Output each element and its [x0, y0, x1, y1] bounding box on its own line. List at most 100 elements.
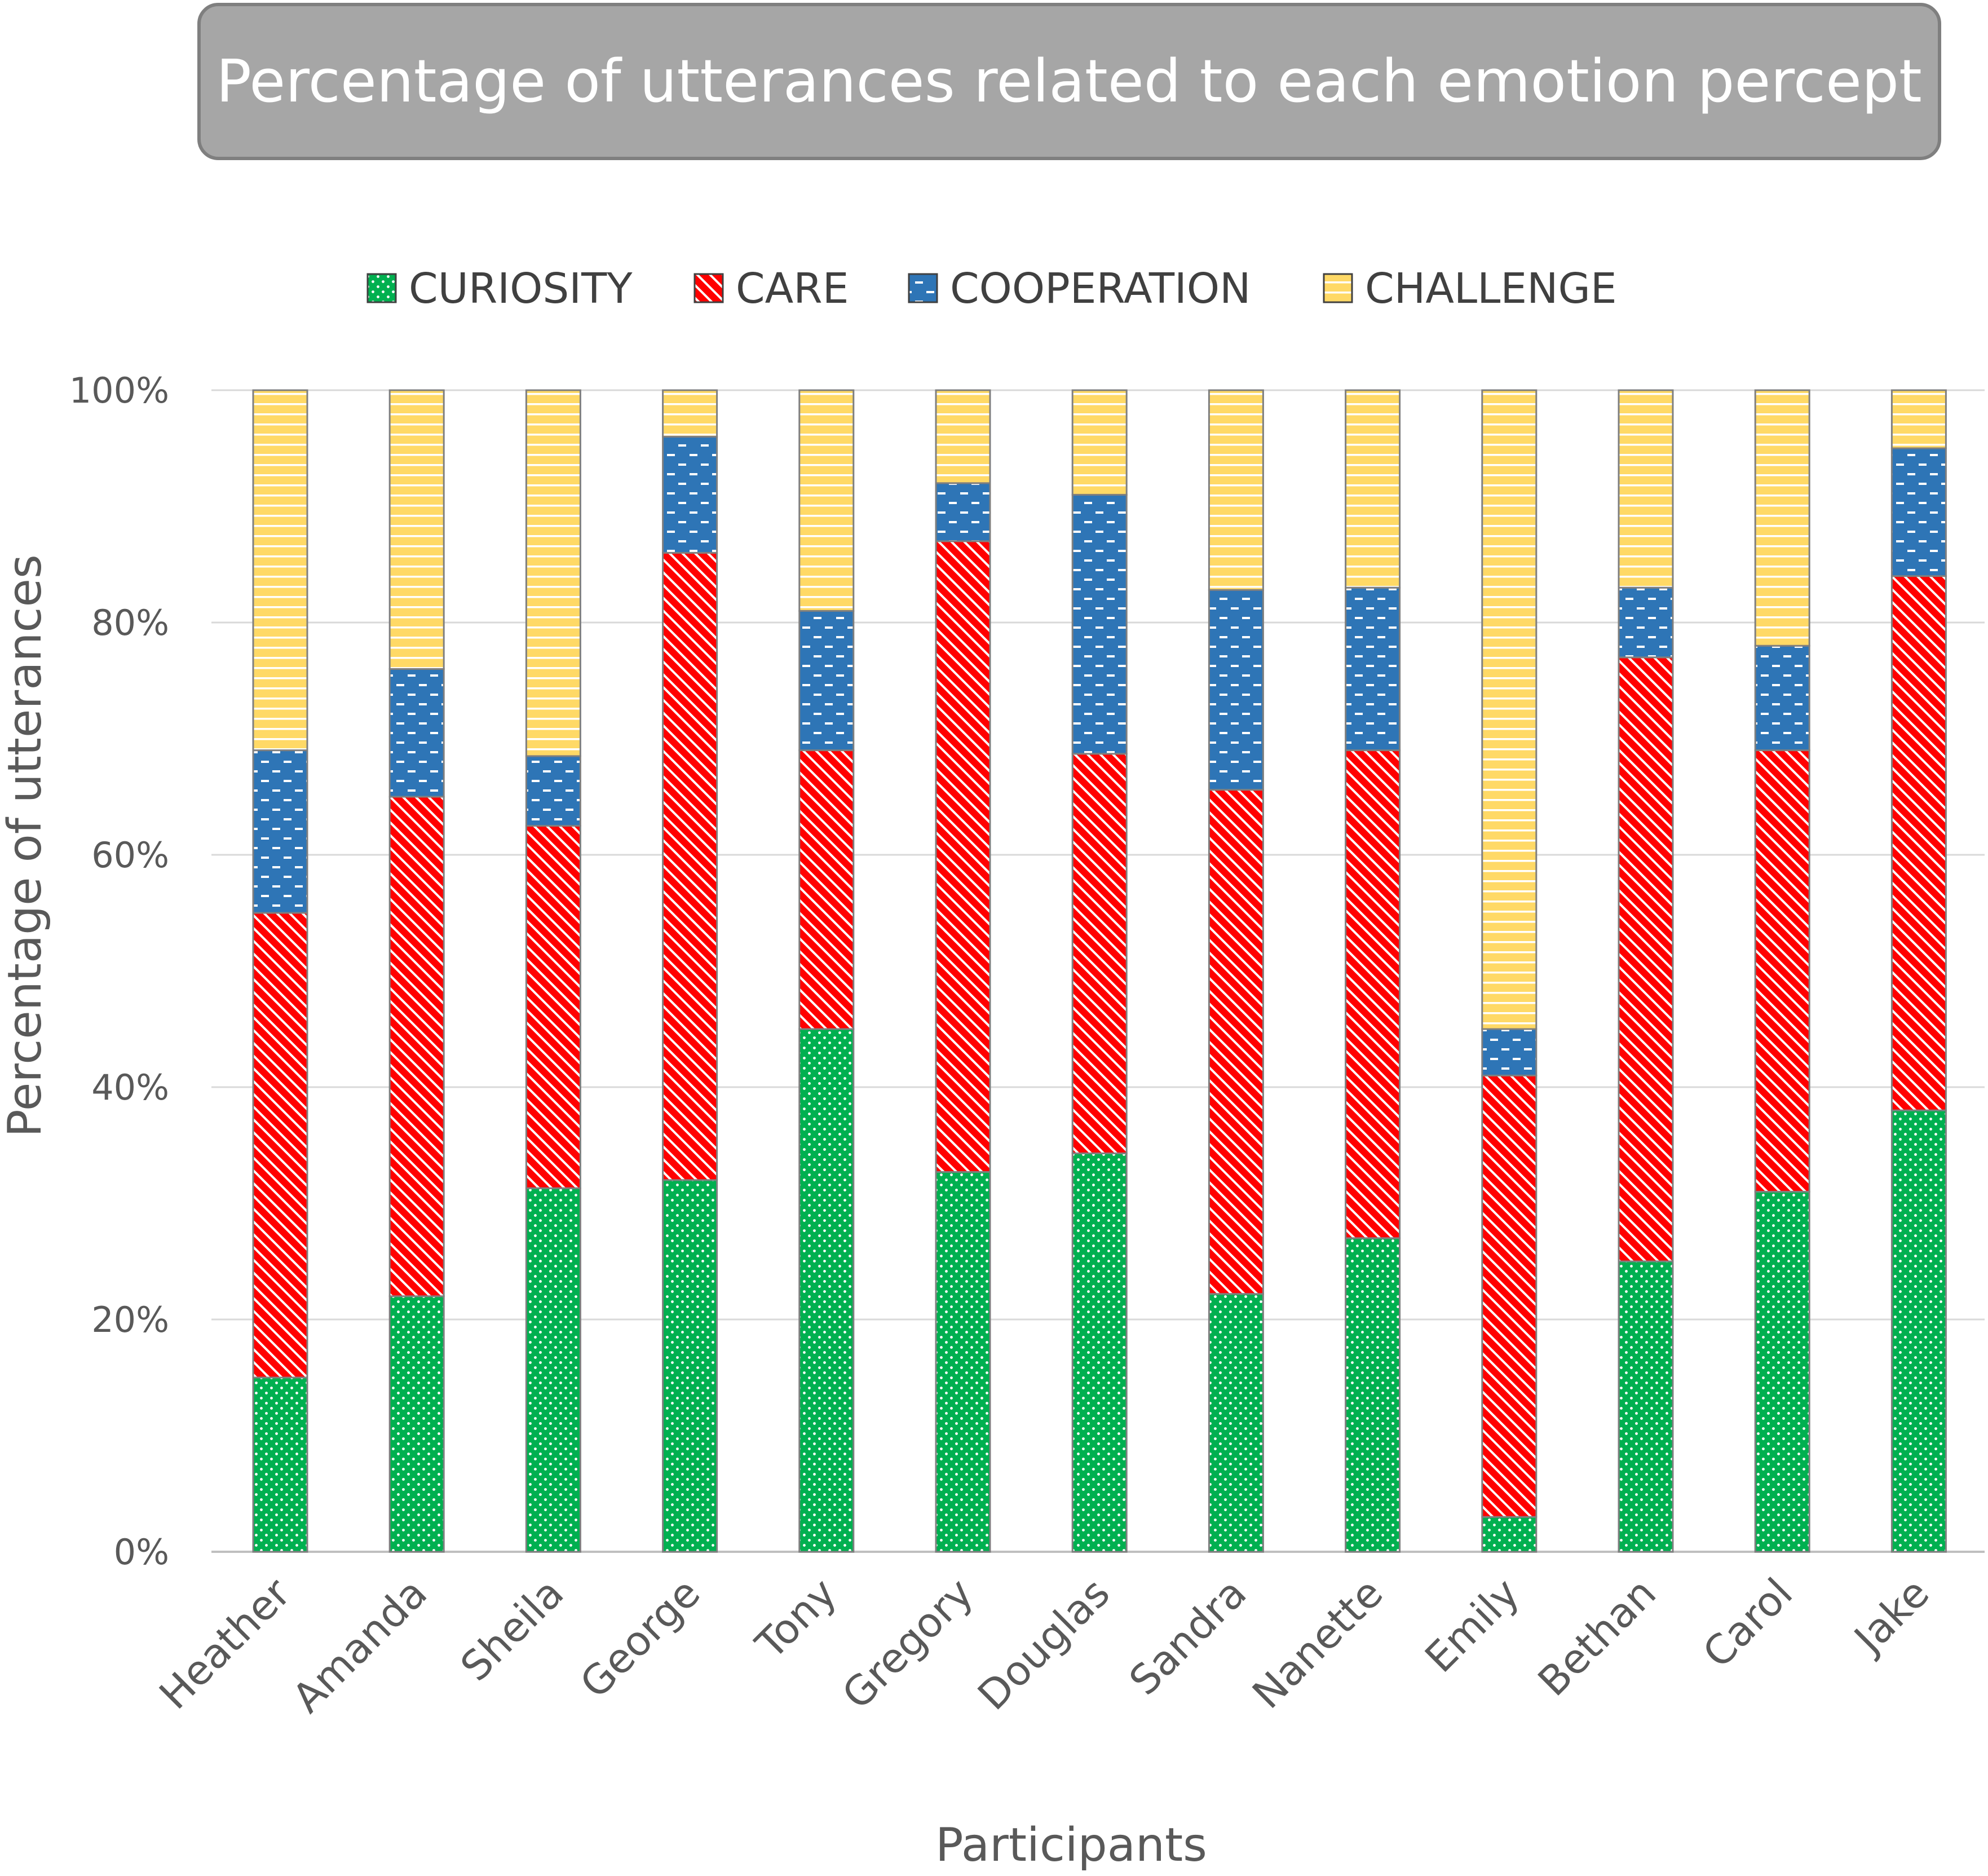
x-tick-label: George: [571, 1569, 709, 1707]
x-axis-title: Participants: [935, 1818, 1207, 1872]
bar-stack-gregory: [935, 389, 991, 1553]
bar-cooperation-heather: [252, 749, 308, 914]
x-tick-label: Carol: [1694, 1569, 1801, 1677]
bar-stack-amanda: [388, 389, 445, 1553]
legend-label-care: CARE: [736, 264, 849, 313]
bar-challenge-douglas: [1071, 389, 1128, 496]
chart-title: Percentage of utterances related to each…: [216, 47, 1922, 116]
bar-curiosity-heather: [252, 1376, 308, 1553]
bar-care-carol: [1754, 749, 1810, 1193]
bar-challenge-gregory: [935, 389, 991, 484]
bar-care-tony: [798, 749, 855, 1030]
bar-cooperation-douglas: [1071, 493, 1128, 755]
x-tick-label: Tony: [746, 1569, 846, 1668]
bar-cooperation-amanda: [388, 668, 445, 798]
bar-cooperation-tony: [798, 610, 855, 752]
bar-stack-carol: [1754, 389, 1810, 1553]
bar-care-sheila: [525, 825, 581, 1189]
bar-curiosity-george: [662, 1179, 718, 1553]
bar-stack-sandra: [1208, 389, 1264, 1553]
bar-stack-bethan: [1618, 389, 1674, 1553]
bar-care-douglas: [1071, 753, 1128, 1154]
bar-challenge-bethan: [1618, 389, 1674, 589]
y-tick-label: 80%: [91, 602, 169, 643]
x-tick-label: Sandra: [1120, 1569, 1256, 1705]
x-tick-label: Bethan: [1529, 1569, 1665, 1705]
bar-cooperation-gregory: [935, 482, 991, 542]
bar-cooperation-emily: [1481, 1028, 1538, 1076]
bar-challenge-tony: [798, 389, 855, 612]
y-tick-label: 100%: [69, 370, 169, 411]
x-tick-label: Douglas: [969, 1569, 1119, 1719]
bars: [252, 389, 1947, 1553]
bar-curiosity-douglas: [1071, 1152, 1128, 1553]
bar-curiosity-nanette: [1345, 1237, 1401, 1553]
bar-care-george: [662, 551, 718, 1181]
bar-curiosity-gregory: [935, 1171, 991, 1553]
x-tick-label: Gregory: [833, 1569, 983, 1719]
legend: CURIOSITY CARE COOPERATION CHALLENGE: [366, 264, 1617, 313]
bar-curiosity-sheila: [525, 1187, 581, 1553]
bar-care-jake: [1890, 575, 1947, 1111]
bar-stack-emily: [1481, 389, 1538, 1553]
bar-challenge-carol: [1754, 389, 1810, 647]
y-tick-label: 60%: [91, 835, 169, 876]
bar-care-heather: [252, 912, 308, 1379]
bar-stack-tony: [798, 389, 855, 1553]
bar-care-gregory: [935, 540, 991, 1173]
legend-swatch-curiosity: [366, 273, 397, 303]
bar-challenge-sheila: [525, 389, 581, 757]
bar-challenge-jake: [1890, 389, 1947, 449]
bar-challenge-sandra: [1208, 389, 1264, 591]
legend-label-challenge: CHALLENGE: [1365, 264, 1617, 313]
legend-swatch-care: [693, 273, 724, 303]
bar-cooperation-sandra: [1208, 589, 1264, 791]
title-box: [197, 3, 1941, 160]
bar-stack-jake: [1890, 389, 1947, 1553]
bar-care-bethan: [1618, 656, 1674, 1263]
bar-challenge-emily: [1481, 389, 1538, 1030]
bar-challenge-nanette: [1345, 389, 1401, 589]
bar-stack-heather: [252, 389, 308, 1553]
bar-stack-sheila: [525, 389, 581, 1553]
bar-care-nanette: [1345, 749, 1401, 1239]
bar-care-amanda: [388, 796, 445, 1297]
bar-curiosity-amanda: [388, 1295, 445, 1553]
legend-label-curiosity: CURIOSITY: [409, 264, 633, 313]
bar-cooperation-bethan: [1618, 586, 1674, 659]
legend-label-cooperation: COOPERATION: [950, 264, 1251, 313]
bar-curiosity-bethan: [1618, 1260, 1674, 1553]
bar-stack-douglas: [1071, 389, 1128, 1553]
bar-stack-nanette: [1345, 389, 1401, 1553]
bar-curiosity-tony: [798, 1028, 855, 1553]
x-tick-label: Jake: [1844, 1569, 1938, 1663]
bar-challenge-heather: [252, 389, 308, 752]
bar-challenge-george: [662, 389, 718, 438]
y-tick-label: 40%: [91, 1067, 169, 1108]
y-axis-ticks: 0% 20% 40% 60% 80% 100%: [69, 370, 169, 1573]
x-tick-label: Nanette: [1243, 1569, 1392, 1718]
bar-curiosity-jake: [1890, 1109, 1947, 1553]
bar-cooperation-sheila: [525, 755, 581, 827]
bar-cooperation-nanette: [1345, 586, 1401, 752]
bar-care-emily: [1481, 1074, 1538, 1518]
bar-challenge-amanda: [388, 389, 445, 670]
bar-curiosity-sandra: [1208, 1293, 1264, 1553]
x-tick-label: Emily: [1416, 1569, 1528, 1682]
y-tick-label: 0%: [114, 1531, 169, 1573]
bar-cooperation-carol: [1754, 645, 1810, 752]
x-tick-label: Heather: [150, 1569, 299, 1718]
legend-swatch-cooperation: [908, 273, 938, 303]
y-axis-title: Percentage of utterances: [0, 554, 52, 1137]
bar-cooperation-jake: [1890, 447, 1947, 577]
bar-curiosity-emily: [1481, 1516, 1538, 1553]
x-tick-label: Amanda: [283, 1569, 436, 1722]
x-tick-label: Sheila: [452, 1569, 573, 1690]
bar-cooperation-george: [662, 435, 718, 554]
legend-swatch-challenge: [1323, 273, 1353, 303]
bar-stack-george: [662, 389, 718, 1553]
y-tick-label: 20%: [91, 1299, 169, 1340]
bar-curiosity-carol: [1754, 1190, 1810, 1553]
